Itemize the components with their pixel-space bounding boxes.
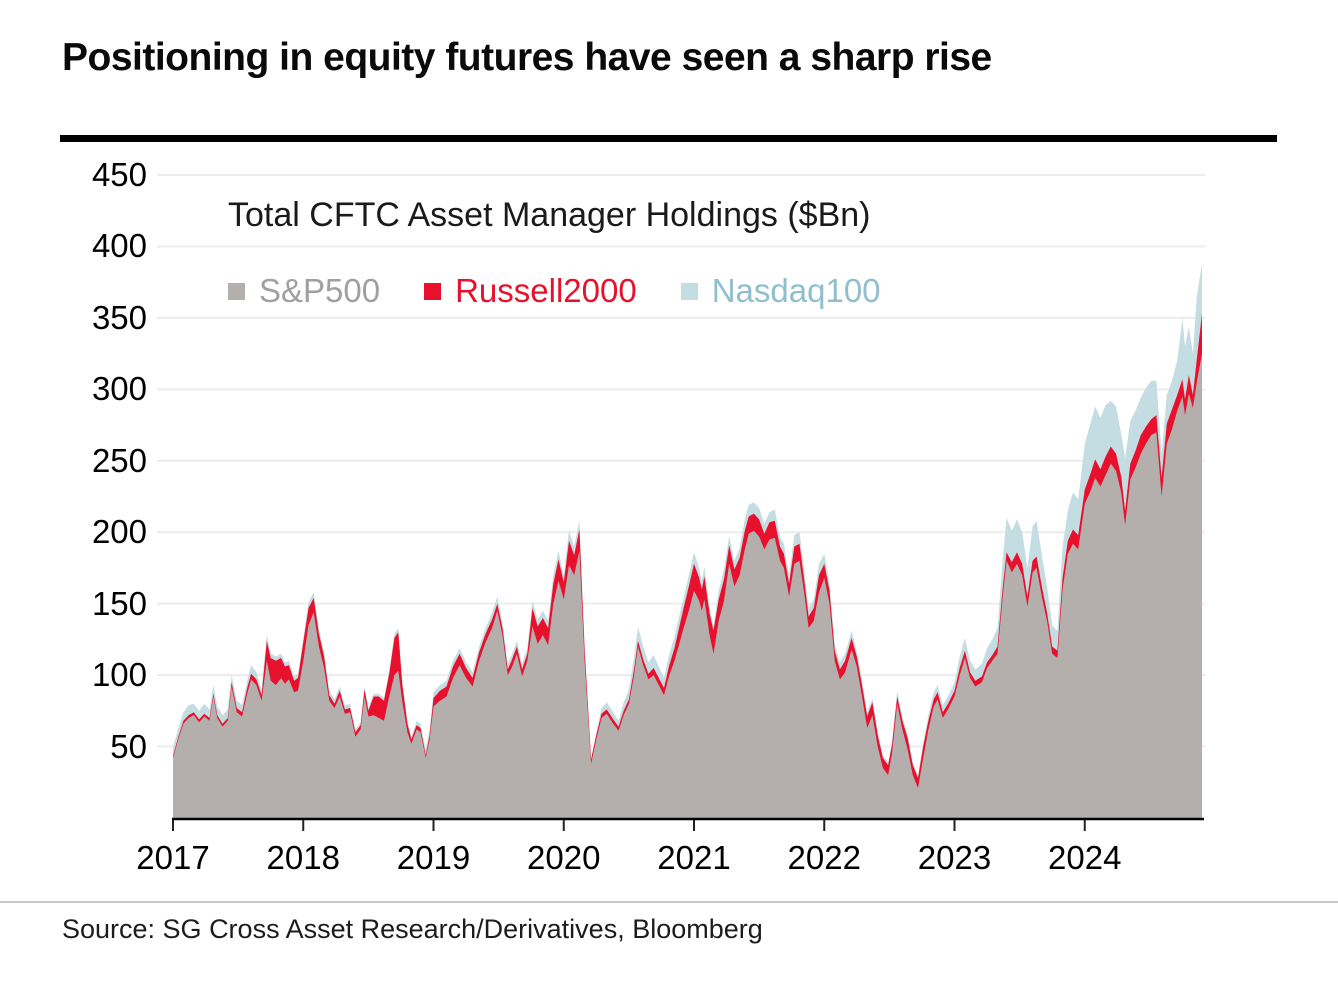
legend-item-sp500: S&P500	[228, 272, 380, 310]
y-tick-label-400: 400	[91, 227, 147, 265]
title-divider-rule	[60, 135, 1277, 142]
x-tick-label-2018: 2018	[266, 839, 340, 876]
x-tick-label-2020: 2020	[527, 839, 601, 876]
x-tick-label-2017: 2017	[136, 839, 210, 876]
source-attribution: Source: SG Cross Asset Research/Derivati…	[62, 914, 763, 944]
page-title: Positioning in equity futures have seen …	[62, 36, 992, 79]
y-tick-label-300: 300	[91, 370, 147, 408]
legend-item-russell2000: Russell2000	[424, 272, 637, 310]
nasdaq100-swatch-icon	[680, 282, 698, 300]
legend-label-sp500: S&P500	[259, 272, 381, 309]
chart-title: Total CFTC Asset Manager Holdings ($Bn)	[228, 196, 871, 234]
y-tick-label-200: 200	[91, 513, 147, 551]
legend-label-nasdaq100: Nasdaq100	[711, 272, 881, 309]
footer-divider-rule	[0, 901, 1338, 903]
y-tick-label-350: 350	[91, 298, 147, 336]
stacked-area-chart: 50 100 150 200 250 300 350 400 450 2017 2018 2019 20…	[0, 142, 1338, 882]
x-tick-label-2021: 2021	[657, 839, 731, 876]
x-tick-label-2024: 2024	[1048, 839, 1122, 876]
x-tick-label-2023: 2023	[917, 839, 992, 876]
russell2000-swatch-icon	[424, 282, 442, 300]
legend-item-nasdaq100: Nasdaq100	[680, 272, 881, 310]
sp500-swatch-icon	[228, 282, 245, 300]
legend-label-russell2000: Russell2000	[455, 272, 637, 309]
chart-legend: S&P500 Russell2000 Nasdaq100	[228, 272, 925, 310]
area-sp500	[173, 353, 1202, 818]
y-tick-label-50: 50	[110, 727, 147, 765]
y-tick-label-150: 150	[91, 584, 147, 622]
y-tick-label-100: 100	[91, 656, 147, 694]
y-tick-label-450: 450	[91, 156, 147, 193]
x-tick-label-2022: 2022	[787, 839, 861, 876]
y-tick-label-250: 250	[91, 441, 147, 479]
x-tick-label-2019: 2019	[396, 839, 471, 876]
